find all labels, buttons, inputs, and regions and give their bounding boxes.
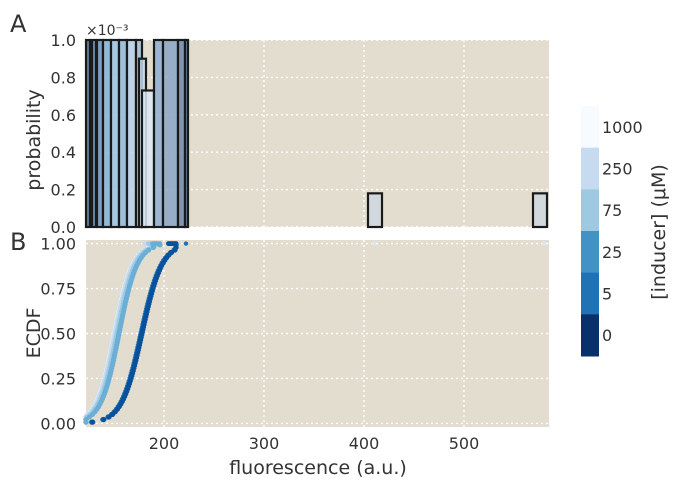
- ecdf-y-tick-label: 1.00: [40, 235, 76, 254]
- colorbar-label: 75: [602, 201, 622, 220]
- histogram-y-tick-label: 0.6: [51, 106, 76, 125]
- histogram-y-ticks: 0.0 0.2 0.4 0.6 0.8 1.0: [51, 31, 76, 237]
- ecdf-gridlines: [86, 240, 549, 427]
- ecdf-point: [371, 241, 377, 246]
- ecdf-point: [142, 241, 147, 246]
- histogram-bars: [84, 38, 549, 229]
- histogram-bar: [366, 192, 384, 229]
- colorbar-label: 25: [602, 243, 622, 262]
- ecdf-y-tick-label: 0.75: [40, 280, 76, 299]
- panel-a-label: A: [10, 10, 27, 38]
- histogram-bar: [183, 38, 190, 229]
- ecdf-point: [166, 241, 171, 246]
- ecdf-point: [168, 249, 175, 256]
- ecdf-x-axis-label: fluorescence (a.u.): [229, 457, 407, 479]
- ecdf-x-tick-label: 200: [149, 434, 180, 453]
- ecdf-panel: 0.00 0.25 0.50 0.75 1.00 200 300 400 500 ECDF f…: [23, 235, 549, 479]
- ecdf-y-ticks: 0.00 0.25 0.50 0.75 1.00: [40, 235, 76, 434]
- histogram-y-axis-label: probability: [23, 89, 45, 190]
- colorbar-swatch-25: [581, 231, 599, 274]
- ecdf-point: [146, 247, 152, 253]
- ecdf-y-tick-label: 0.25: [40, 369, 76, 388]
- ecdf-series-0: [90, 241, 179, 425]
- ecdf-y-tick-label: 0.00: [40, 414, 76, 433]
- histogram-panel: 0.0 0.2 0.4 0.6 0.8 1.0 ×10⁻³ probability: [23, 23, 549, 237]
- ecdf-y-axis-label: ECDF: [23, 308, 45, 359]
- ecdf-x-tick-label: 500: [449, 434, 480, 453]
- histogram-bar: [125, 38, 138, 229]
- ecdf-points: [83, 241, 547, 425]
- ecdf-x-tick-label: 400: [349, 434, 380, 453]
- colorbar-title: [inducer] (μM): [648, 164, 670, 300]
- ecdf-point: [150, 241, 155, 246]
- histogram-y-tick-label: 1.0: [51, 31, 76, 50]
- colorbar-swatch-1000: [581, 106, 599, 149]
- histogram-bar: [84, 38, 92, 229]
- histogram-y-tick-label: 0.2: [51, 181, 76, 200]
- histogram-y-tick-label: 0.4: [51, 143, 76, 162]
- ecdf-x-tick-label: 300: [249, 434, 280, 453]
- ecdf-point: [146, 241, 151, 246]
- inducer-colorbar: 1000 250 75 25 5 0: [581, 106, 643, 357]
- histogram-bar: [90, 38, 98, 229]
- histogram-y-tick-label: 0.0: [51, 218, 76, 237]
- histogram-bar: [140, 89, 156, 229]
- colorbar-label: 250: [602, 160, 633, 179]
- histogram-y-tick-label: 0.8: [51, 68, 76, 87]
- ecdf-y-tick-label: 0.50: [40, 325, 76, 344]
- colorbar-label: 5: [602, 285, 612, 304]
- histogram-bar: [531, 192, 549, 229]
- colorbar-swatch-0: [581, 314, 599, 357]
- ecdf-point: [183, 241, 189, 246]
- colorbar-swatch-75: [581, 189, 599, 232]
- colorbar-swatch-5: [581, 272, 599, 315]
- colorbar-swatch-250: [581, 147, 599, 190]
- ecdf-point: [106, 414, 112, 420]
- histogram-bar: [101, 38, 113, 229]
- ecdf-series-25: [83, 241, 163, 425]
- ecdf-point: [90, 419, 96, 425]
- panel-b-label: B: [10, 228, 26, 256]
- histogram-y-multiplier: ×10⁻³: [86, 23, 129, 39]
- histogram-bar: [161, 38, 180, 229]
- colorbar-label: 1000: [602, 118, 643, 137]
- ecdf-x-ticks: 200 300 400 500: [149, 434, 480, 453]
- colorbar-label: 0: [602, 326, 612, 345]
- histogram-bar: [117, 38, 129, 229]
- ecdf-point: [101, 416, 107, 423]
- ecdf-point: [541, 241, 547, 246]
- histogram-bar: [109, 38, 121, 229]
- histogram-bar: [152, 38, 165, 229]
